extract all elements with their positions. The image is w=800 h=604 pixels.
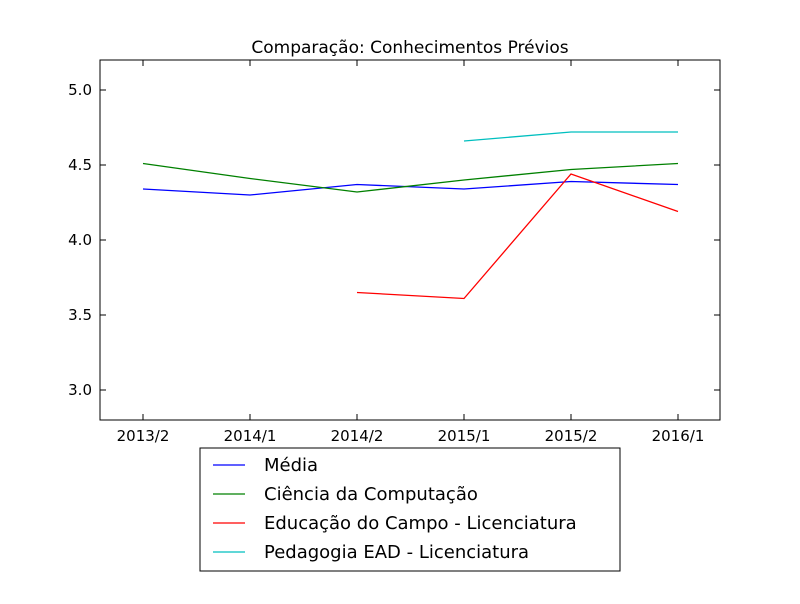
series-line-3	[463, 131, 678, 142]
x-tick-label: 2015/2	[545, 427, 598, 445]
legend-label: Pedagogia EAD - Licenciatura	[264, 542, 529, 563]
chart-title: Comparação: Conhecimentos Prévios	[251, 38, 568, 58]
legend-label: Ciência da Computação	[264, 484, 478, 505]
x-tick-label: 2014/1	[224, 427, 277, 445]
legend-label: Educação do Campo - Licenciatura	[264, 513, 577, 534]
legend-box	[199, 447, 621, 572]
series-line-2	[356, 173, 679, 300]
series-line-0	[142, 180, 679, 196]
x-tick-label: 2014/2	[331, 427, 384, 445]
x-axis: 2013/2 2014/1 2014/2 2015/1 2015/2 2016/1	[117, 60, 705, 445]
x-tick-label: 2015/1	[438, 427, 491, 445]
series-lines	[142, 131, 679, 300]
y-axis: 3.0 3.5 4.0 4.5 5.0	[68, 81, 720, 399]
y-tick-label: 4.5	[68, 156, 92, 174]
x-tick-label: 2013/2	[117, 427, 170, 445]
y-tick-label: 4.0	[68, 231, 92, 249]
y-tick-label: 3.0	[68, 381, 92, 399]
x-tick-label: 2016/1	[652, 427, 705, 445]
series-line-1	[142, 162, 679, 193]
y-tick-label: 3.5	[68, 306, 92, 324]
legend-items: Média Ciência da Computação Educação do Ca…	[213, 455, 577, 563]
legend: Média Ciência da Computação Educação do Ca…	[199, 447, 621, 572]
y-tick-label: 5.0	[68, 81, 92, 99]
plot-frame	[99, 59, 721, 421]
legend-label: Média	[264, 455, 318, 476]
